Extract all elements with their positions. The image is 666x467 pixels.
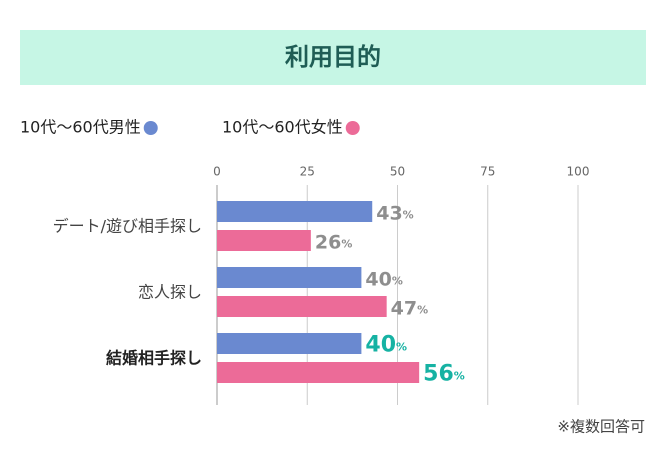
legend-label: 10代〜60代男性 (20, 118, 141, 137)
legend-label: 10代〜60代女性 (222, 118, 343, 137)
category-label: 恋人探し (138, 283, 202, 302)
category-label: デート/遊び相手探し (53, 217, 202, 236)
value-number: 40 (365, 333, 396, 358)
value-number: 47 (391, 297, 417, 319)
bar (217, 267, 362, 288)
bar (217, 362, 420, 383)
x-tick-label: 100 (567, 165, 590, 179)
value-number: 26 (315, 231, 341, 253)
x-tick-label: 75 (480, 165, 495, 179)
legend-dot (345, 121, 360, 135)
bar (217, 296, 387, 317)
value-unit: % (403, 209, 414, 222)
bar (217, 333, 362, 354)
value-unit: % (417, 304, 428, 317)
value-label: 40% (365, 333, 407, 358)
value-unit: % (396, 341, 407, 354)
legend-dot (143, 121, 158, 135)
title-banner (20, 30, 646, 85)
x-tick-label: 25 (300, 165, 315, 179)
value-label: 56% (423, 362, 465, 387)
value-label: 40% (365, 268, 402, 290)
value-unit: % (341, 238, 352, 251)
x-tick-label: 0 (213, 165, 221, 179)
bar (217, 201, 373, 222)
value-unit: % (392, 275, 403, 288)
value-unit: % (454, 370, 465, 383)
value-number: 40 (365, 268, 391, 290)
chart-title: 利用目的 (285, 43, 381, 71)
note: ※複数回答可 (557, 418, 645, 436)
value-label: 47% (391, 297, 428, 319)
value-label: 26% (315, 231, 352, 253)
x-tick-label: 50 (390, 165, 405, 179)
value-number: 43 (376, 202, 402, 224)
value-label: 43% (376, 202, 413, 224)
value-number: 56 (423, 362, 454, 387)
category-label: 結婚相手探し (106, 349, 202, 368)
bar (217, 230, 311, 251)
